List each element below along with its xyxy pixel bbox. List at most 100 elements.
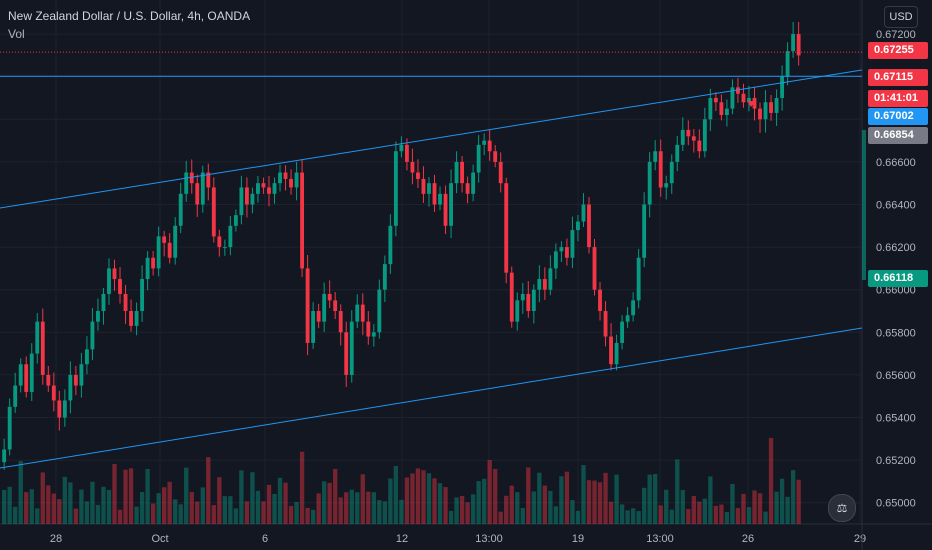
volume-bar bbox=[344, 492, 349, 524]
candle-body bbox=[222, 247, 227, 249]
volume-bar bbox=[217, 477, 222, 524]
volume-bar bbox=[2, 489, 7, 524]
candle-body bbox=[647, 161, 652, 205]
candle-body bbox=[162, 236, 167, 243]
volume-bar bbox=[233, 508, 239, 524]
volume-bar bbox=[724, 511, 730, 524]
candle-body bbox=[504, 183, 509, 273]
volume-bar bbox=[206, 457, 211, 524]
volume-bar bbox=[310, 509, 316, 524]
candle-body bbox=[366, 321, 371, 337]
y-tick-label: 0.66200 bbox=[876, 242, 916, 254]
tradingview-logo-icon[interactable]: ⚖ bbox=[828, 494, 856, 522]
x-tick-label: 28 bbox=[50, 533, 62, 545]
volume-bar bbox=[752, 490, 757, 524]
volume-bar bbox=[763, 511, 768, 524]
candle-body bbox=[741, 93, 746, 103]
volume-bar bbox=[239, 470, 244, 524]
x-tick-label: 26 bbox=[742, 533, 754, 545]
candle-body bbox=[653, 151, 658, 162]
volume-bar bbox=[548, 490, 553, 524]
candle-body bbox=[173, 225, 178, 258]
volume-bar bbox=[415, 468, 421, 524]
candle-body bbox=[278, 172, 282, 184]
candle-body bbox=[338, 310, 343, 333]
volume-bar bbox=[443, 487, 448, 524]
candle-body bbox=[691, 136, 696, 141]
volume-bar bbox=[426, 473, 432, 524]
volume-bar bbox=[106, 490, 112, 524]
volume-bar bbox=[542, 485, 548, 524]
volume-bar bbox=[702, 498, 708, 524]
candle-body bbox=[719, 102, 724, 116]
candle-body bbox=[736, 87, 740, 94]
candle-body bbox=[664, 183, 669, 188]
x-tick-label: Oct bbox=[151, 533, 168, 545]
volume-bar bbox=[642, 487, 647, 524]
volume-bar bbox=[493, 468, 498, 524]
candle-body bbox=[404, 144, 409, 162]
volume-bar bbox=[156, 493, 161, 524]
candle-body bbox=[13, 385, 18, 407]
volume-bar bbox=[18, 461, 23, 524]
candle-body bbox=[355, 304, 360, 322]
candle-body bbox=[184, 172, 189, 194]
candle-body bbox=[68, 374, 73, 401]
candle-body bbox=[587, 204, 591, 248]
candle-body bbox=[300, 172, 305, 269]
volume-bar bbox=[84, 501, 90, 524]
y-tick-label: 0.66600 bbox=[876, 157, 916, 169]
candle-body bbox=[206, 172, 211, 188]
volume-bar bbox=[322, 481, 327, 524]
candle-body bbox=[537, 279, 542, 290]
y-tick-label: 0.66000 bbox=[876, 285, 916, 297]
volume-bar bbox=[222, 496, 228, 524]
candle-body bbox=[123, 293, 128, 311]
volume-bar bbox=[669, 509, 674, 524]
volume-bar bbox=[619, 504, 625, 524]
volume-bar bbox=[603, 472, 608, 524]
volume-bar bbox=[790, 470, 796, 524]
candle-body bbox=[791, 34, 796, 52]
volume-bar bbox=[338, 497, 343, 524]
volume-bar bbox=[366, 491, 371, 524]
volume-bar bbox=[515, 492, 520, 524]
volume-bar bbox=[586, 480, 592, 524]
volume-bar bbox=[675, 459, 680, 524]
candle-body bbox=[553, 251, 558, 269]
candle-body bbox=[129, 310, 133, 326]
candle-body bbox=[167, 242, 172, 258]
volume-bar bbox=[117, 509, 123, 524]
y-tick-label: 0.65600 bbox=[876, 370, 916, 382]
volume-bar bbox=[162, 487, 167, 524]
volume-bar bbox=[476, 481, 481, 524]
candle-body bbox=[2, 449, 7, 463]
candle-body bbox=[658, 151, 663, 188]
candle-body bbox=[636, 257, 641, 301]
upper-trend-line bbox=[0, 69, 863, 209]
volume-bar bbox=[371, 492, 376, 524]
volume-bar bbox=[150, 503, 156, 524]
currency-button[interactable]: USD bbox=[884, 6, 918, 28]
volume-bar bbox=[382, 501, 388, 524]
candle-body bbox=[344, 332, 349, 375]
candle-body bbox=[178, 193, 183, 226]
volume-bar bbox=[564, 471, 570, 524]
candle-body bbox=[134, 310, 139, 326]
candle-body bbox=[609, 336, 613, 365]
candle-body bbox=[217, 236, 222, 248]
volume-bar bbox=[437, 483, 443, 524]
volume-bar bbox=[62, 476, 68, 524]
volume-bar bbox=[597, 482, 603, 524]
symbol-title: New Zealand Dollar / U.S. Dollar, 4h, OA… bbox=[8, 9, 251, 23]
candle-body bbox=[724, 108, 729, 116]
volume-bar bbox=[29, 489, 34, 524]
candle-body bbox=[51, 385, 56, 401]
volume-bar bbox=[299, 451, 305, 524]
volume-bar bbox=[101, 486, 106, 524]
candle-body bbox=[758, 108, 762, 120]
candle-body bbox=[686, 129, 691, 137]
volume-bar bbox=[757, 493, 763, 524]
volume-bar bbox=[266, 484, 272, 524]
